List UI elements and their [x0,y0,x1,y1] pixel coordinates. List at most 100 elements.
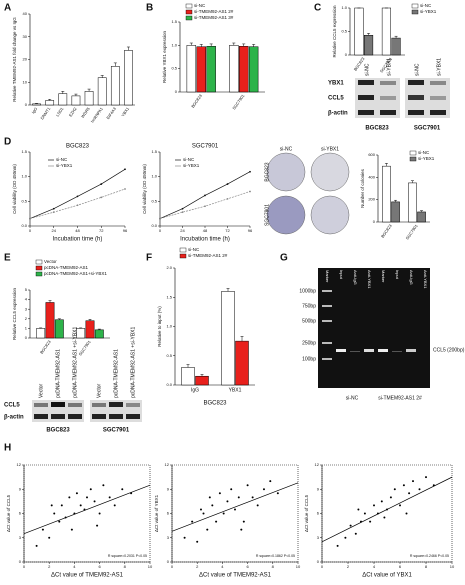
point [215,520,218,523]
x-tick-label: SGC7901 [231,93,246,111]
legend-label: si-TMEM92-AS1 3# [194,15,234,20]
legend-label: si-TMEM92-AS1 2# [188,253,228,258]
bar [54,319,64,339]
stats: R square=0.1862 P<0.05 [256,554,295,558]
band [406,349,416,352]
x-tick-label: 72 [99,228,104,233]
y-axis-label: Cell viability (OD 450nm) [12,164,17,214]
point [53,512,56,515]
lane-label: Vector [96,383,102,398]
panel-letter: C [314,3,321,14]
error-bar [199,44,203,47]
x-tick-label: BGC823 [380,223,393,239]
blot-row-label: YBX1 [328,81,344,87]
y-axis-label: Cell viability (OD 450nm) [142,164,147,214]
point [211,504,214,507]
legend-swatch [185,15,193,21]
x-tick-label: 8 [272,564,275,569]
x-tick-label: 2 [347,564,350,569]
y-tick-label: 30 [23,34,28,39]
y-tick-label: 3 [25,306,28,311]
legend-swatch [35,259,43,265]
bar [391,37,401,56]
point [58,520,61,523]
bar [206,46,216,93]
lane-label: pcDNA-TMEM92-AS1 +si-YBX1 [72,327,78,398]
point [35,544,38,547]
error-bar [97,328,101,330]
point [357,508,360,511]
band [380,110,396,115]
point [196,540,199,543]
error-bar [48,99,52,101]
point [269,480,272,483]
x-tick-label: 6 [98,564,101,569]
legend-swatch [179,247,187,253]
bar [235,340,249,386]
x-tick-label: EZH2 [68,106,78,118]
point [41,528,44,531]
bar [382,165,391,223]
legend-swatch [411,3,419,9]
point [204,194,206,197]
point [262,488,265,491]
y-tick-label: 3 [317,535,320,540]
point [121,488,124,491]
point [68,496,71,499]
size-label: 1000bp [299,288,316,294]
point [425,476,427,479]
legend-swatch [35,271,43,277]
bar [408,182,417,223]
point [29,217,31,220]
x-tick-label: 4 [73,564,76,569]
y-tick-label: 2.0 [166,265,172,270]
y-tick-label: 0 [167,559,170,564]
point [226,500,229,503]
band-label: CCL5 (200bp) [433,347,465,353]
x-tick-label: 10 [148,564,153,569]
lane-label: si-NC [414,63,420,76]
legend-swatch [409,156,417,162]
band [358,110,374,115]
x-tick-label: 2 [48,564,51,569]
error-bar [384,163,388,167]
y-tick-label: 2 [25,316,28,321]
point [183,536,186,539]
point [113,504,116,507]
x-tick-label: 96 [248,228,253,233]
point [76,204,79,207]
error-bar [48,300,52,303]
y-tick-label: 0.5 [151,198,157,203]
band [350,351,360,352]
error-bar [367,33,371,36]
band [68,414,82,419]
lane-label: pcDNA-TMEM92-AS1 [55,349,61,398]
bar [186,45,197,93]
x-tick-label: LSD1 [55,106,65,118]
x-tick-label: 24 [52,228,57,233]
y-tick-label: 1.0 [21,174,27,179]
y-tick-label: 0 [25,102,28,107]
legend-label: si-NC [183,157,195,162]
point [181,211,184,214]
band [430,81,446,85]
bar [71,95,81,106]
band [378,349,388,352]
bar [391,201,400,223]
legend-label: si-NC [418,150,430,155]
y-tick-label: 0 [373,219,376,224]
x-tick-label: 6 [246,564,249,569]
bar [32,103,41,106]
lane-label: Input [339,270,344,280]
x-tick-label: 4 [373,564,376,569]
x-tick-label: 10 [296,564,301,569]
y-tick-label: 1.5 [166,294,172,299]
cell-label: BGC823 [46,428,70,434]
y-tick-label: 0.5 [21,198,27,203]
y-tick-label: 1.0 [151,174,157,179]
point [369,520,372,523]
x-tick-label: 4 [221,564,224,569]
y-tick-label: 5 [25,287,28,292]
error-bar [189,42,193,46]
size-label: 250bp [302,340,316,346]
